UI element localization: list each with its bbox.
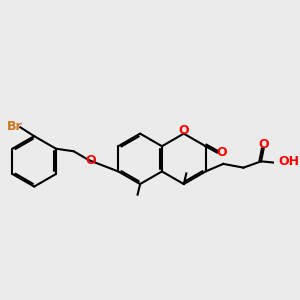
Text: O: O	[85, 154, 96, 166]
Text: OH: OH	[278, 155, 299, 168]
Text: O: O	[258, 138, 269, 151]
Text: O: O	[178, 124, 189, 137]
Text: Br: Br	[7, 119, 22, 133]
Text: O: O	[217, 146, 227, 159]
